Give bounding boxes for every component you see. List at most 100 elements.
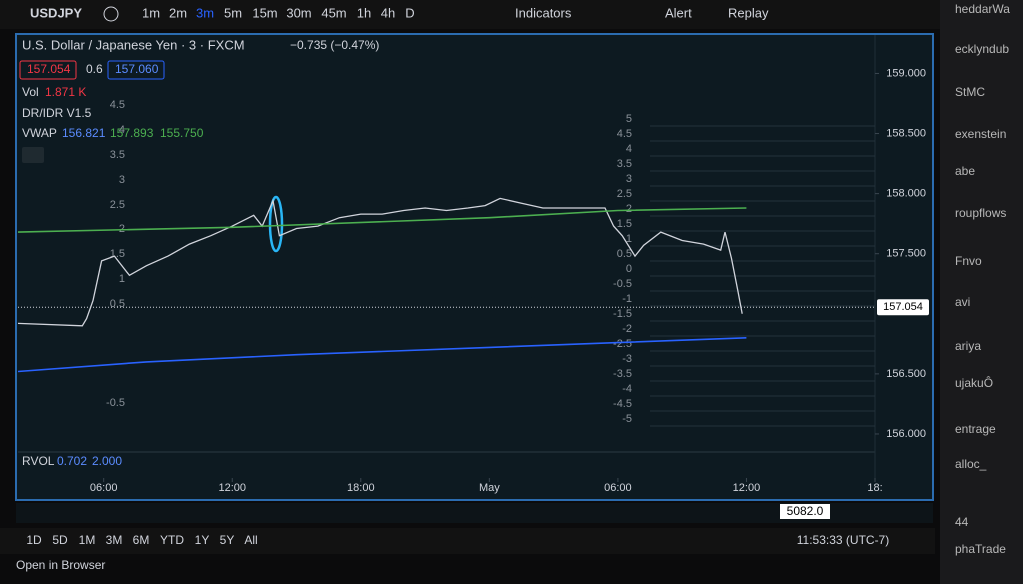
- chat-user: abe: [955, 164, 975, 178]
- interval-button[interactable]: 2m: [169, 5, 187, 20]
- dr-level: -2.5: [613, 338, 632, 350]
- alert-button[interactable]: Alert: [665, 5, 692, 20]
- range-button[interactable]: 5D: [52, 533, 68, 547]
- replay-button[interactable]: Replay: [728, 5, 769, 20]
- vwap-label: VWAP: [22, 126, 57, 140]
- y-tick-label: 158.000: [886, 188, 926, 200]
- ask-box[interactable]: [107, 60, 165, 80]
- interval-button[interactable]: 30m: [286, 5, 311, 20]
- dr-level: 0: [626, 263, 632, 275]
- chat-user: 44: [955, 515, 969, 529]
- x-tick-label: 12:00: [733, 482, 761, 494]
- dr-level: 2: [626, 203, 632, 215]
- dr-level: 3.5: [110, 149, 125, 161]
- x-tick-label: 06:00: [90, 482, 118, 494]
- y-tick-label: 156.000: [886, 428, 926, 440]
- dr-level: 0.5: [617, 248, 632, 260]
- spread: 0.6: [86, 62, 103, 76]
- dr-level: -3.5: [613, 368, 632, 380]
- dr-level: -5: [622, 413, 632, 425]
- collapse-button[interactable]: [22, 147, 44, 163]
- dr-level: 2.5: [110, 199, 125, 211]
- interval-button[interactable]: 1h: [357, 5, 371, 20]
- chat-user: ujakuÔ: [955, 375, 993, 390]
- y-tick-label: 156.500: [886, 368, 926, 380]
- clock: 11:53:33 (UTC-7): [797, 533, 889, 547]
- toolbar: [0, 0, 940, 29]
- interval-button[interactable]: 4h: [381, 5, 395, 20]
- series-line: [17, 337, 747, 373]
- dr-level: 1.5: [617, 218, 632, 230]
- open-in-browser[interactable]: Open in Browser: [16, 558, 105, 572]
- series-line: [17, 207, 747, 233]
- vwap-value: 156.821: [62, 126, 106, 140]
- dr-level: 4: [119, 124, 125, 136]
- chat-user: ariya: [955, 339, 981, 353]
- x-tick-label: 12:00: [218, 482, 246, 494]
- rvol-value: 0.702: [57, 454, 87, 468]
- chat-user: Fnvo: [955, 254, 982, 268]
- y-tick-label: 157.500: [886, 248, 926, 260]
- dr-level: 2.5: [617, 188, 632, 200]
- range-button[interactable]: 1Y: [195, 533, 210, 547]
- range-button[interactable]: All: [244, 533, 257, 547]
- chat-user: alloc_: [955, 457, 987, 471]
- indicators-button[interactable]: Indicators: [515, 5, 572, 20]
- chat-user: entrage: [955, 422, 996, 436]
- bid-box[interactable]: [19, 60, 77, 80]
- interval-button[interactable]: 1m: [142, 5, 160, 20]
- vwap-value: 155.750: [160, 126, 204, 140]
- annotation-ellipse: [268, 195, 284, 253]
- interval-button[interactable]: 15m: [252, 5, 277, 20]
- chat-user: phaTrade: [955, 542, 1006, 556]
- x-tick-label: 18:: [867, 482, 882, 494]
- x-tick-label: May: [479, 482, 500, 494]
- dr-level: 4.5: [617, 128, 632, 140]
- dr-level: 3: [119, 174, 125, 186]
- bid: 157.054: [27, 62, 71, 76]
- interval-button[interactable]: 45m: [321, 5, 346, 20]
- range-button[interactable]: 1D: [26, 533, 42, 547]
- dr-level: -3: [622, 353, 632, 365]
- price-change: −0.735 (−0.47%): [290, 38, 379, 52]
- interval-button[interactable]: 5m: [224, 5, 242, 20]
- range-button[interactable]: 5Y: [220, 533, 235, 547]
- range-button[interactable]: YTD: [160, 533, 184, 547]
- dr-level: -4: [622, 383, 632, 395]
- rvol-label: RVOL: [22, 454, 55, 468]
- range-button[interactable]: 1M: [79, 533, 96, 547]
- symbol[interactable]: USDJPY: [30, 5, 82, 20]
- interval-button[interactable]: D: [405, 5, 414, 20]
- range-button[interactable]: 3M: [106, 533, 123, 547]
- chart-pane: [15, 33, 934, 501]
- vol-value: 1.871 K: [45, 85, 86, 99]
- dr-level: 0.5: [110, 298, 125, 310]
- series-line: [17, 197, 743, 327]
- vol-label: Vol: [22, 85, 39, 99]
- chat-user: StMC: [955, 85, 985, 99]
- chart-title: U.S. Dollar / Japanese Yen · 3 · FXCM: [22, 37, 245, 52]
- range-button[interactable]: 6M: [133, 533, 150, 547]
- dr-level: 4: [626, 143, 632, 155]
- x-tick-label: 18:00: [347, 482, 375, 494]
- dr-level: 5: [626, 113, 632, 125]
- dr-level: 3.5: [617, 158, 632, 170]
- y-tick-label: 159.000: [886, 67, 926, 79]
- second-price: 5082.0: [787, 504, 824, 518]
- dr-level: 3: [626, 173, 632, 185]
- y-tick-label: 158.500: [886, 127, 926, 139]
- dr-level: -2: [622, 323, 632, 335]
- dr-level: 1: [626, 233, 632, 245]
- add-symbol[interactable]: [103, 6, 119, 22]
- chat-user: roupflows: [955, 206, 1006, 220]
- interval-button[interactable]: 3m: [196, 5, 214, 20]
- bottom-bar: [0, 528, 935, 554]
- last-price-box: [877, 299, 929, 316]
- chat-user: avi: [955, 295, 970, 309]
- rvol-value: 2.000: [92, 454, 122, 468]
- dr-level: -4.5: [613, 398, 632, 410]
- dr-level: -1.5: [613, 308, 632, 320]
- side-panel: [940, 0, 1023, 584]
